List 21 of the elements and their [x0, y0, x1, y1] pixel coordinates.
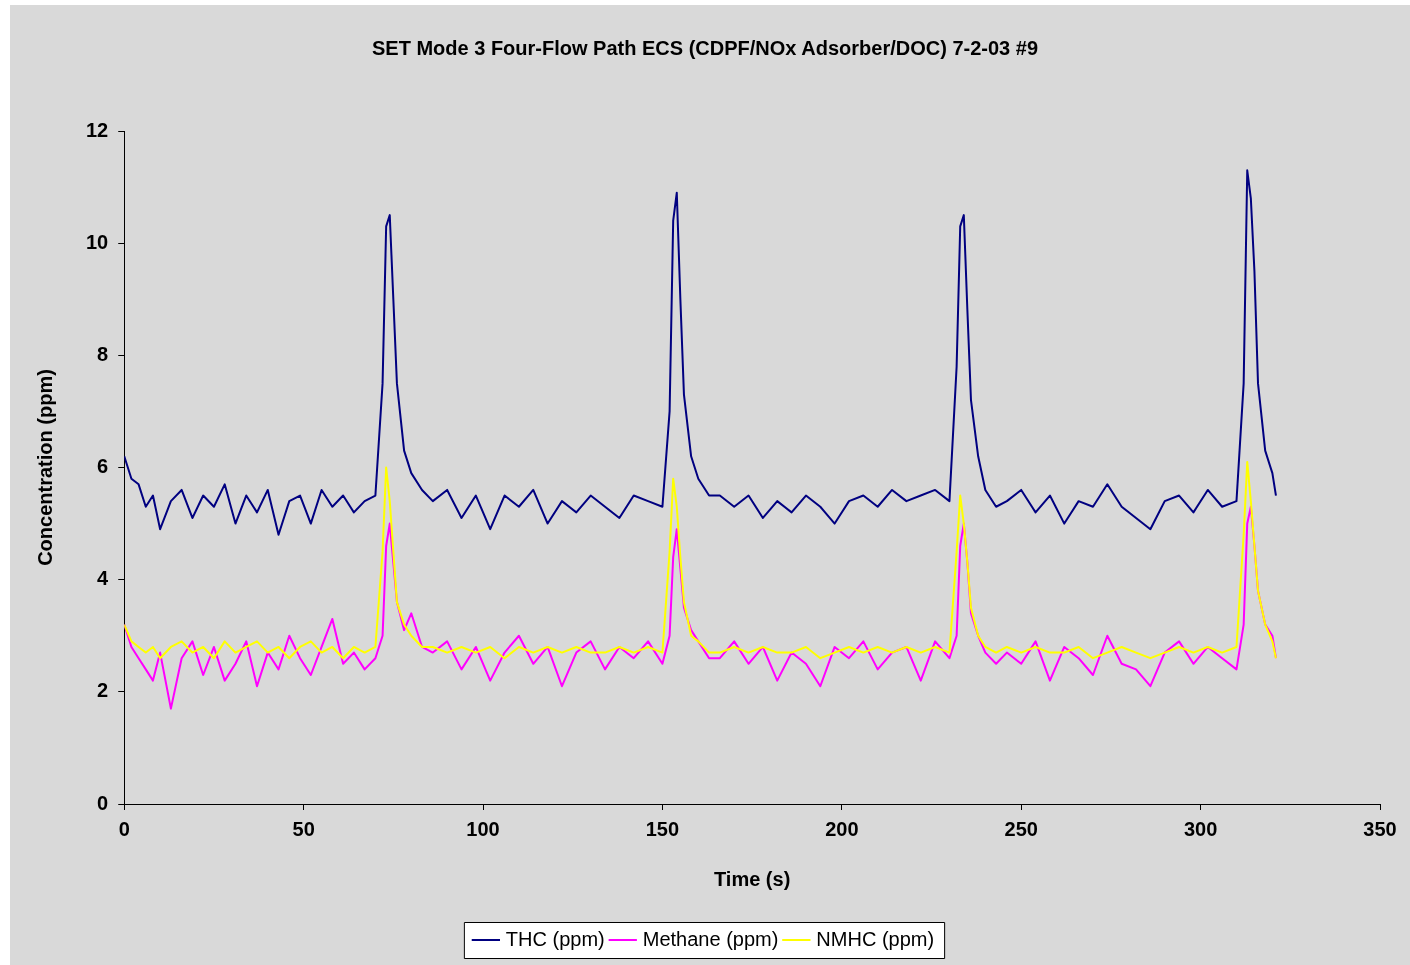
- y-tick-label: 0: [97, 791, 109, 814]
- y-tick-label: 8: [97, 342, 109, 365]
- x-tick-label: 100: [466, 817, 500, 840]
- legend-label: Methane (ppm): [642, 927, 779, 950]
- legend-label: THC (ppm): [505, 927, 605, 950]
- x-tick-label: 0: [118, 817, 130, 840]
- x-tick-label: 250: [1004, 817, 1038, 840]
- chart-title: SET Mode 3 Four-Flow Path ECS (CDPF/NOx Adsorber/DOC) 7-2-03 #9: [371, 36, 1039, 59]
- y-tick-label: 10: [86, 230, 109, 253]
- legend-label: NMHC (ppm): [816, 927, 935, 950]
- x-tick-label: 50: [292, 817, 315, 840]
- y-tick-label: 2: [97, 679, 109, 702]
- x-tick-label: 200: [825, 817, 859, 840]
- y-axis-title: Concentration (ppm): [33, 369, 56, 566]
- y-tick-label: 4: [97, 567, 110, 590]
- x-tick-label: 150: [645, 817, 680, 840]
- x-tick-label: 300: [1183, 817, 1218, 840]
- y-tick-label: 6: [97, 455, 109, 478]
- x-tick-label: 350: [1363, 817, 1397, 840]
- x-axis-title: Time (s): [713, 867, 791, 890]
- y-tick-label: 12: [86, 118, 109, 141]
